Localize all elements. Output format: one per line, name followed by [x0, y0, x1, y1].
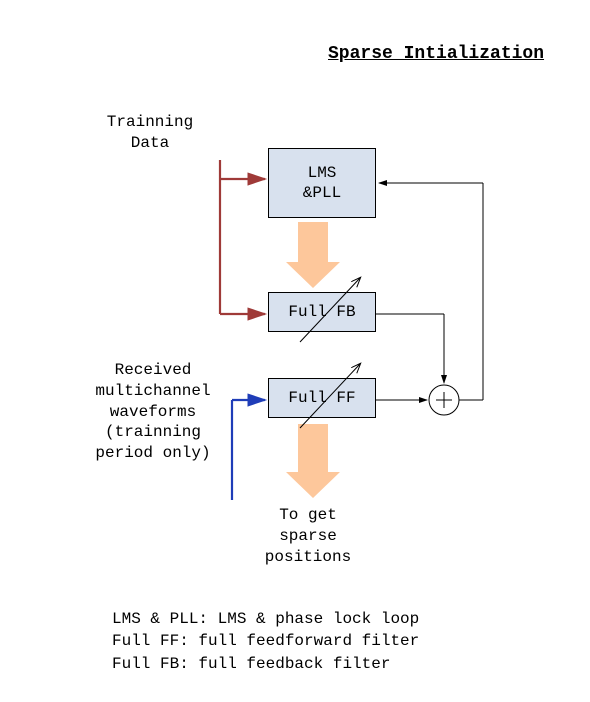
big-arrow-ff-to-output — [286, 424, 340, 498]
received-waveforms-arrow — [232, 400, 265, 500]
lms-pll-text: LMS&PLL — [303, 163, 341, 203]
full-fb-box: Full FB — [268, 292, 376, 332]
legend-line-2: Full FF: full feedforward filter — [112, 630, 419, 652]
big-arrow-lms-to-fb — [286, 222, 340, 288]
training-data-arrows — [220, 160, 265, 314]
training-data-label: TrainningData — [90, 112, 210, 154]
diagram-title: Sparse Intialization — [328, 44, 544, 64]
legend-line-1: LMS & PLL: LMS & phase lock loop — [112, 608, 419, 630]
received-waveforms-text: Receivedmultichannelwaveforms(trainningp… — [95, 361, 210, 462]
full-fb-text: Full FB — [288, 302, 355, 322]
diagram-connectors — [0, 0, 590, 702]
to-get-sparse-text: To getsparsepositions — [265, 506, 351, 566]
legend-block: LMS & PLL: LMS & phase lock loop Full FF… — [112, 608, 419, 675]
to-get-sparse-label: To getsparsepositions — [248, 505, 368, 567]
full-ff-box: Full FF — [268, 378, 376, 418]
legend-line-3: Full FB: full feedback filter — [112, 653, 419, 675]
lms-pll-box: LMS&PLL — [268, 148, 376, 218]
full-ff-text: Full FF — [288, 388, 355, 408]
received-waveforms-label: Receivedmultichannelwaveforms(trainningp… — [78, 360, 228, 464]
training-data-text: TrainningData — [107, 113, 193, 152]
